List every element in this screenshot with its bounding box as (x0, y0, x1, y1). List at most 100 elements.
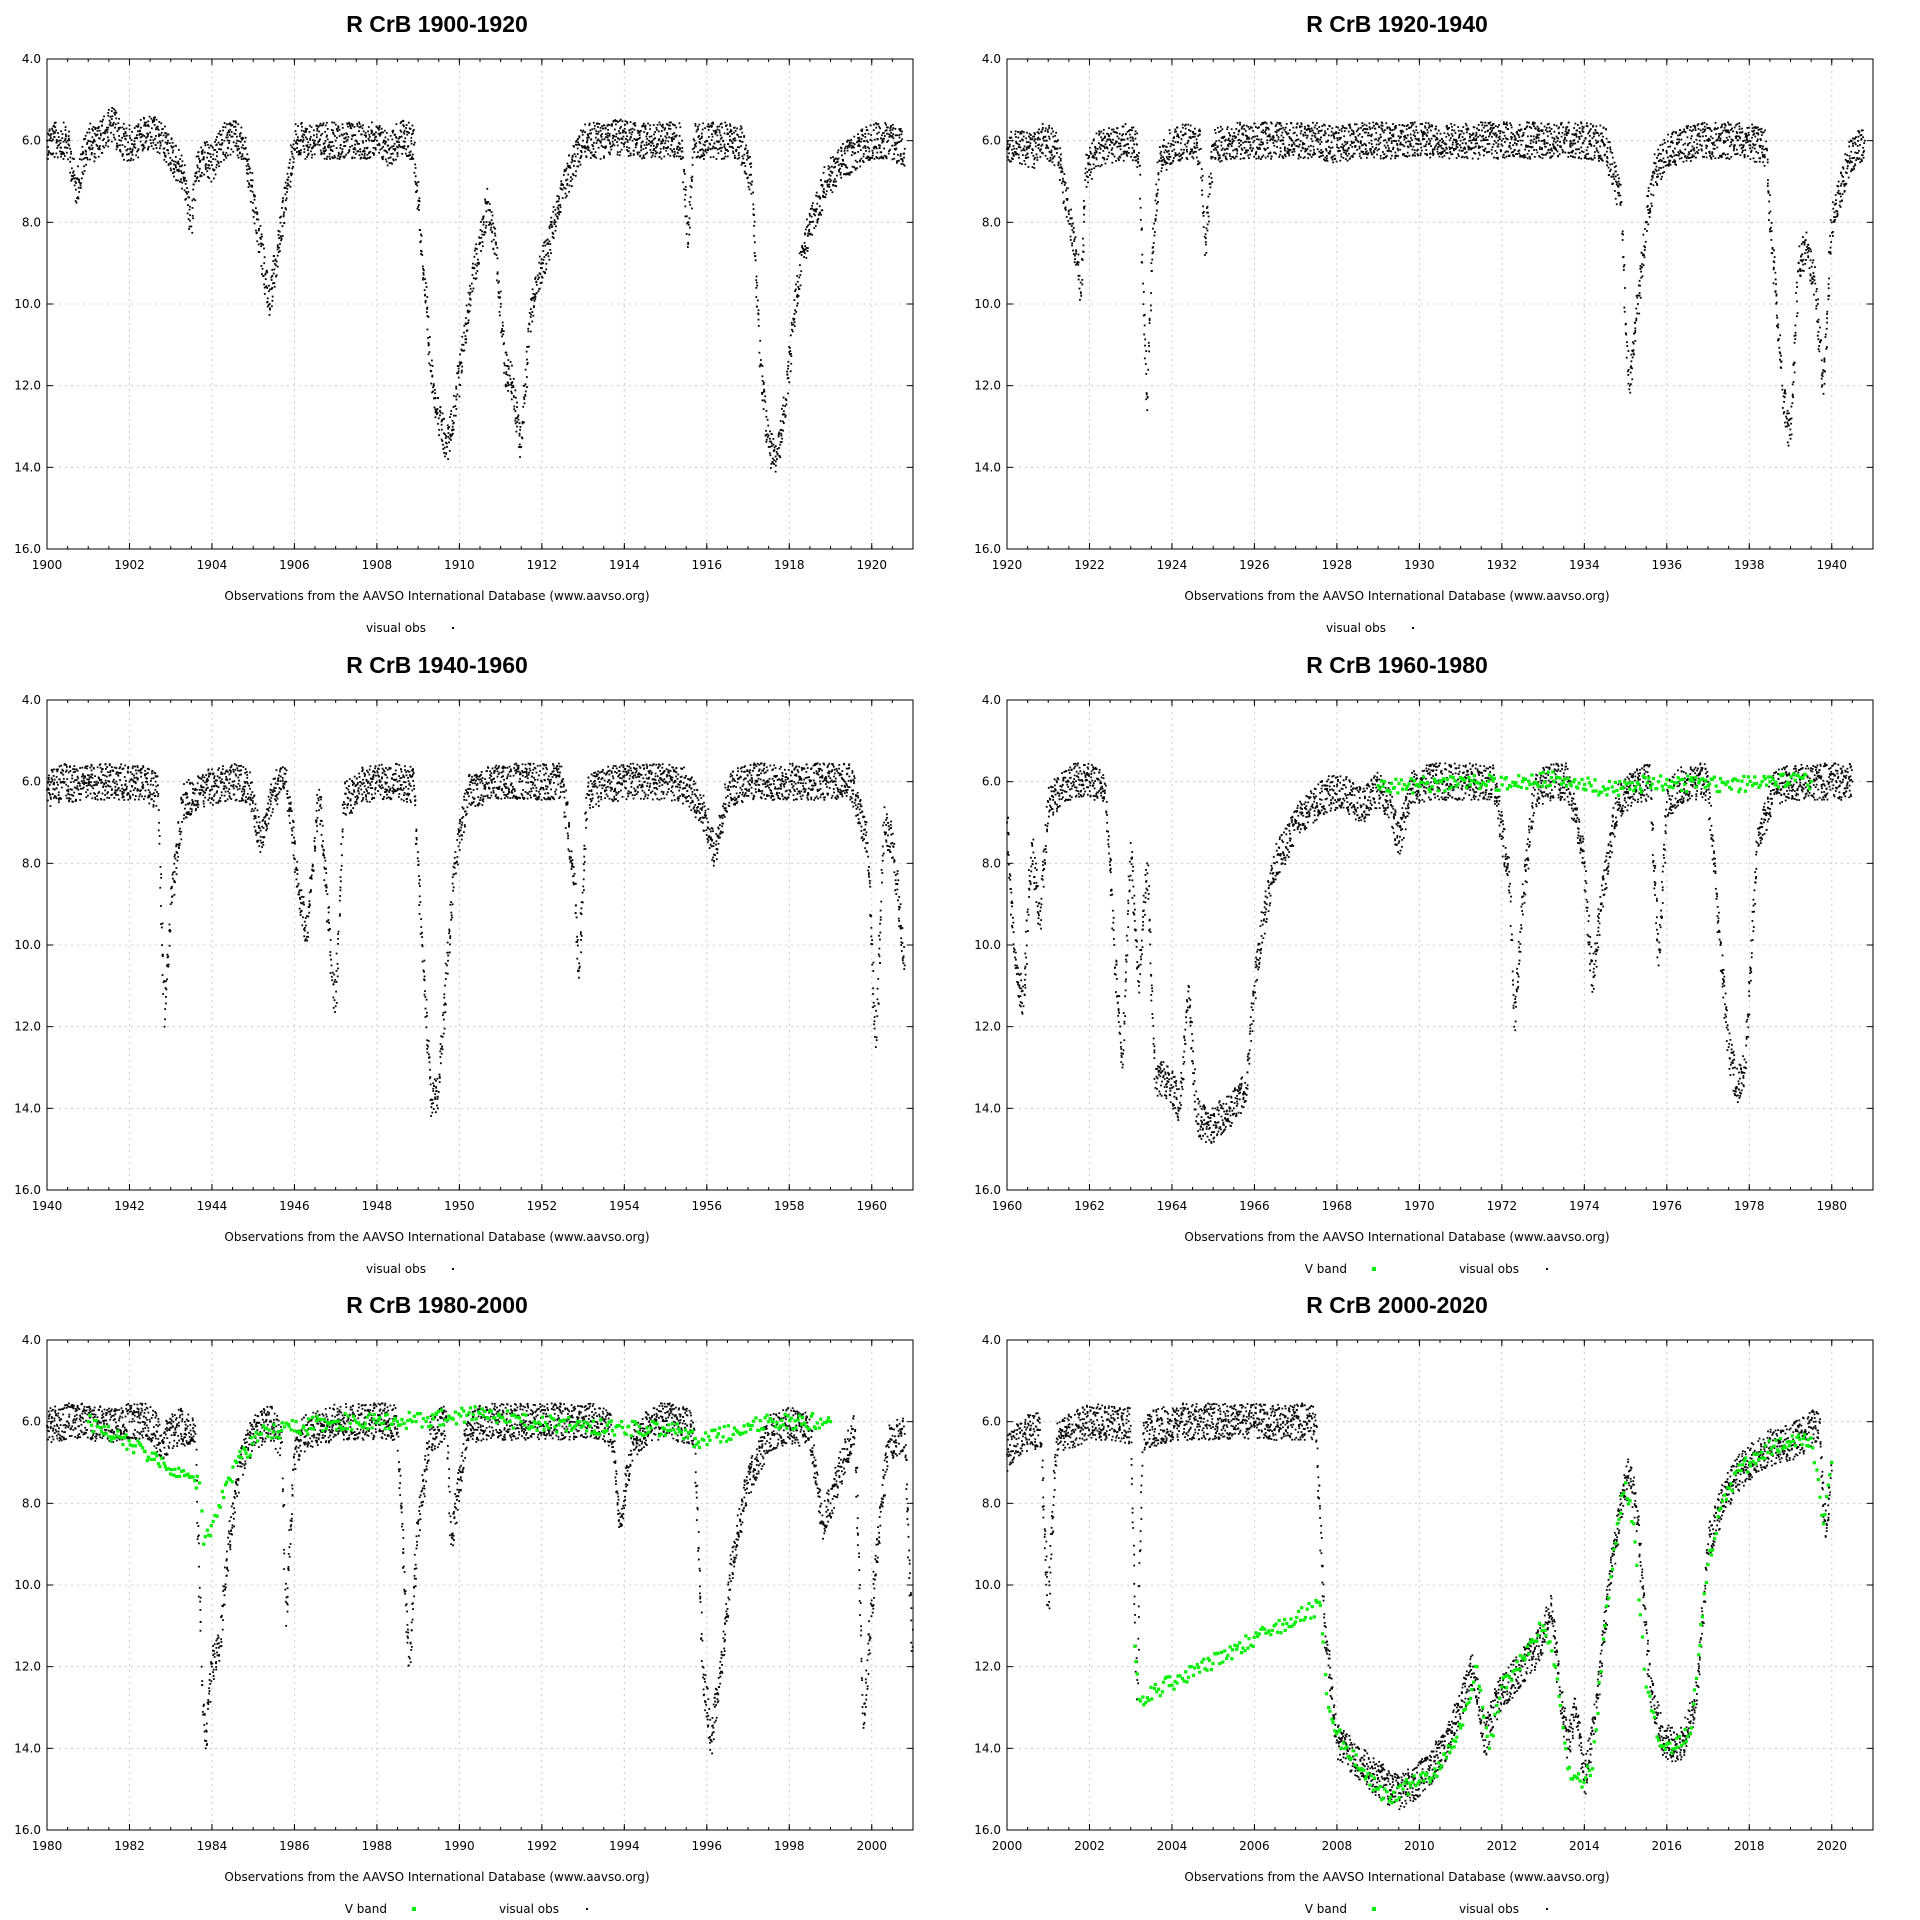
visual-obs-point (847, 139, 849, 142)
visual-obs-point (331, 157, 334, 160)
visual-obs-point (526, 363, 529, 366)
visual-obs-point (1220, 136, 1223, 139)
visual-obs-point (641, 125, 644, 128)
visual-obs-point (752, 208, 755, 210)
visual-obs-point (1029, 137, 1032, 139)
visual-obs-point (861, 160, 864, 162)
visual-obs-point (1275, 123, 1278, 126)
visual-obs-point (501, 321, 504, 324)
visual-obs-point (258, 227, 260, 230)
visual-obs-point (1225, 152, 1228, 155)
visual-obs-point (341, 151, 344, 154)
visual-obs-point (1181, 126, 1184, 129)
visual-obs-point (554, 208, 557, 211)
visual-obs-point (584, 123, 587, 126)
visual-obs-point (1256, 135, 1259, 137)
visual-obs-point (1333, 135, 1335, 138)
visual-obs-point (700, 132, 703, 135)
visual-obs-point (215, 138, 217, 141)
visual-obs-point (1243, 157, 1246, 160)
visual-obs-point (1025, 137, 1028, 140)
visual-obs-point (560, 182, 563, 185)
visual-obs-point (699, 138, 701, 140)
visual-obs-point (353, 134, 355, 136)
visual-obs-point (611, 140, 614, 143)
visual-obs-point (866, 129, 869, 132)
visual-obs-point (434, 397, 437, 400)
visual-obs-point (1303, 127, 1306, 130)
visual-obs-point (845, 166, 848, 168)
visual-obs-point (1355, 123, 1358, 126)
visual-obs-point (50, 133, 53, 135)
visual-obs-point (1047, 131, 1049, 133)
visual-obs-point (716, 134, 719, 137)
visual-obs-point (322, 143, 325, 145)
visual-obs-point (1396, 142, 1398, 145)
visual-obs-point (732, 147, 735, 150)
visual-obs-point (1316, 139, 1318, 141)
visual-obs-point (812, 220, 815, 223)
visual-obs-point (681, 139, 683, 142)
visual-obs-point (567, 173, 570, 176)
visual-obs-point (880, 157, 883, 159)
visual-obs-point (1400, 131, 1403, 134)
visual-obs-point (804, 233, 807, 236)
visual-obs-point (52, 138, 54, 141)
visual-obs-point (374, 148, 377, 151)
visual-obs-point (1375, 131, 1378, 134)
visual-obs-point (686, 222, 689, 225)
visual-obs-point (320, 134, 322, 137)
visual-obs-point (183, 164, 186, 167)
visual-obs-point (427, 344, 430, 347)
visual-obs-point (1163, 151, 1166, 154)
visual-obs-point (225, 151, 228, 154)
visual-obs-point (1155, 202, 1158, 205)
visual-obs-point (538, 276, 540, 279)
visual-obs-point (1101, 156, 1104, 159)
visual-obs-point (102, 139, 104, 142)
visual-obs-point (308, 146, 311, 148)
visual-obs-point (860, 140, 863, 143)
visual-obs-point (1326, 128, 1329, 131)
visual-obs-point (1307, 157, 1309, 160)
visual-obs-point (677, 149, 680, 152)
visual-obs-point (710, 126, 713, 128)
visual-obs-point (76, 177, 79, 180)
visual-obs-point (367, 130, 369, 133)
visual-obs-point (530, 299, 533, 301)
visual-obs-point (671, 136, 674, 139)
visual-obs-point (580, 149, 582, 152)
visual-obs-point (72, 177, 75, 180)
visual-obs-point (838, 170, 840, 173)
visual-obs-point (497, 291, 500, 294)
visual-obs-point (718, 131, 721, 134)
visual-obs-point (1134, 133, 1137, 136)
visual-obs-point (447, 435, 450, 438)
visual-obs-point (379, 133, 382, 136)
visual-obs-point (842, 162, 845, 165)
visual-obs-point (403, 140, 406, 143)
visual-obs-point (222, 153, 225, 156)
visual-obs-point (816, 220, 819, 223)
visual-obs-point (1252, 141, 1255, 144)
visual-obs-point (1246, 135, 1248, 137)
visual-obs-point (1040, 148, 1042, 151)
visual-obs-point (616, 153, 619, 156)
visual-obs-point (517, 414, 520, 417)
visual-obs-point (1336, 146, 1339, 149)
visual-obs-point (1252, 135, 1255, 138)
visual-obs-point (410, 158, 413, 160)
visual-obs-point (765, 415, 768, 418)
visual-obs-point (617, 130, 620, 132)
visual-obs-point (1292, 141, 1295, 144)
visual-obs-point (1249, 147, 1252, 150)
visual-obs-point (453, 421, 455, 424)
visual-obs-point (1068, 209, 1071, 212)
visual-obs-point (1355, 137, 1358, 140)
visual-obs-point (215, 166, 218, 169)
visual-obs-point (724, 147, 727, 150)
visual-obs-point (1267, 155, 1269, 158)
visual-obs-point (216, 143, 218, 146)
visual-obs-point (287, 179, 289, 181)
visual-obs-point (499, 302, 502, 305)
